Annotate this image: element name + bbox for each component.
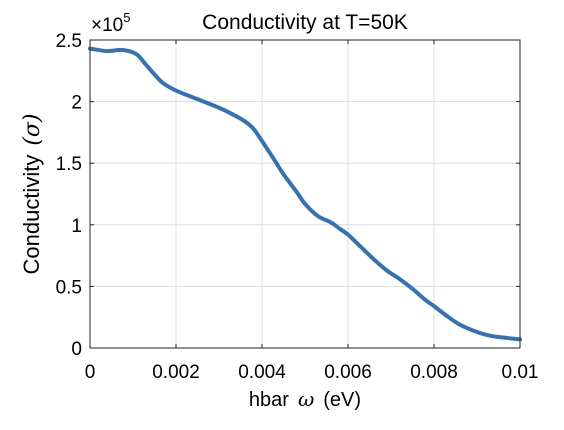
y-axis-exponent-power: 5 bbox=[123, 10, 130, 25]
y-axis-label-symbol: (σ) bbox=[20, 113, 45, 145]
x-axis-label: hbar ω (eV) bbox=[249, 387, 361, 411]
x-axis-label-prefix: hbar bbox=[249, 389, 289, 411]
y-axis-exponent: ×105 bbox=[91, 10, 130, 36]
y-axis-label-prefix: Conductivity bbox=[19, 155, 44, 275]
x-tick-label: 0.008 bbox=[410, 362, 458, 383]
y-tick-label: 2.5 bbox=[56, 31, 82, 52]
x-axis-label-suffix: (eV) bbox=[323, 389, 361, 411]
x-tick-label: 0.002 bbox=[152, 362, 200, 383]
y-tick-label: 2 bbox=[71, 93, 82, 114]
x-tick-label: 0 bbox=[85, 362, 96, 383]
y-tick-label: 0.5 bbox=[56, 277, 82, 298]
y-axis-exponent-base: ×10 bbox=[91, 15, 123, 36]
plot-background bbox=[90, 40, 520, 348]
x-tick-label: 0.01 bbox=[502, 362, 539, 383]
y-tick-label: 1.5 bbox=[56, 154, 82, 175]
chart-title: Conductivity at T=50K bbox=[202, 11, 408, 34]
y-tick-label: 0 bbox=[71, 339, 82, 360]
y-axis-label: Conductivity (σ) bbox=[19, 113, 45, 274]
y-tick-label: 1 bbox=[71, 216, 82, 237]
x-tick-label: 0.004 bbox=[238, 362, 286, 383]
x-tick-label: 0.006 bbox=[324, 362, 372, 383]
x-axis-label-symbol: ω bbox=[298, 387, 314, 411]
